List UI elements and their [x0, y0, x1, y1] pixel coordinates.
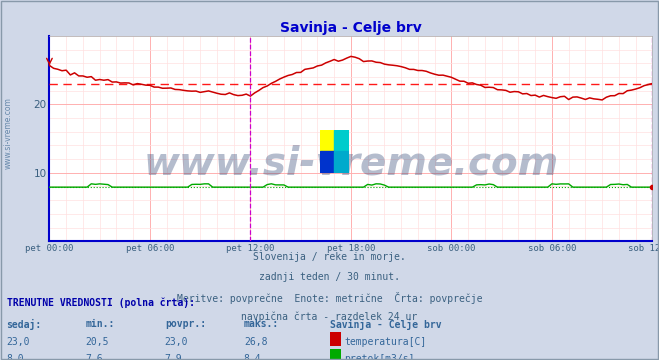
Text: 8,0: 8,0 [7, 354, 24, 360]
Text: maks.:: maks.: [244, 319, 279, 329]
Text: temperatura[C]: temperatura[C] [344, 337, 426, 347]
Text: Savinja - Celje brv: Savinja - Celje brv [330, 319, 441, 330]
Text: sedaj:: sedaj: [7, 319, 42, 330]
Bar [335, 151, 349, 173]
Text: navpična črta - razdelek 24 ur: navpična črta - razdelek 24 ur [241, 311, 418, 322]
Text: TRENUTNE VREDNOSTI (polna črta):: TRENUTNE VREDNOSTI (polna črta): [7, 297, 194, 307]
Text: min.:: min.: [86, 319, 115, 329]
Text: www.si-vreme.com: www.si-vreme.com [143, 144, 559, 182]
Text: 26,8: 26,8 [244, 337, 268, 347]
Bar [320, 151, 335, 173]
Bar [320, 130, 335, 151]
Text: Meritve: povprečne  Enote: metrične  Črta: povprečje: Meritve: povprečne Enote: metrične Črta:… [177, 292, 482, 303]
Text: 8,4: 8,4 [244, 354, 262, 360]
Text: 23,0: 23,0 [165, 337, 188, 347]
Text: www.si-vreme.com: www.si-vreme.com [3, 97, 13, 169]
Text: 23,0: 23,0 [7, 337, 30, 347]
Text: 20,5: 20,5 [86, 337, 109, 347]
Bar [335, 130, 349, 151]
Text: pretok[m3/s]: pretok[m3/s] [344, 354, 415, 360]
Text: 7,6: 7,6 [86, 354, 103, 360]
Text: Slovenija / reke in morje.: Slovenija / reke in morje. [253, 252, 406, 262]
Text: 7,9: 7,9 [165, 354, 183, 360]
Title: Savinja - Celje brv: Savinja - Celje brv [280, 21, 422, 35]
Text: povpr.:: povpr.: [165, 319, 206, 329]
Text: zadnji teden / 30 minut.: zadnji teden / 30 minut. [259, 272, 400, 282]
